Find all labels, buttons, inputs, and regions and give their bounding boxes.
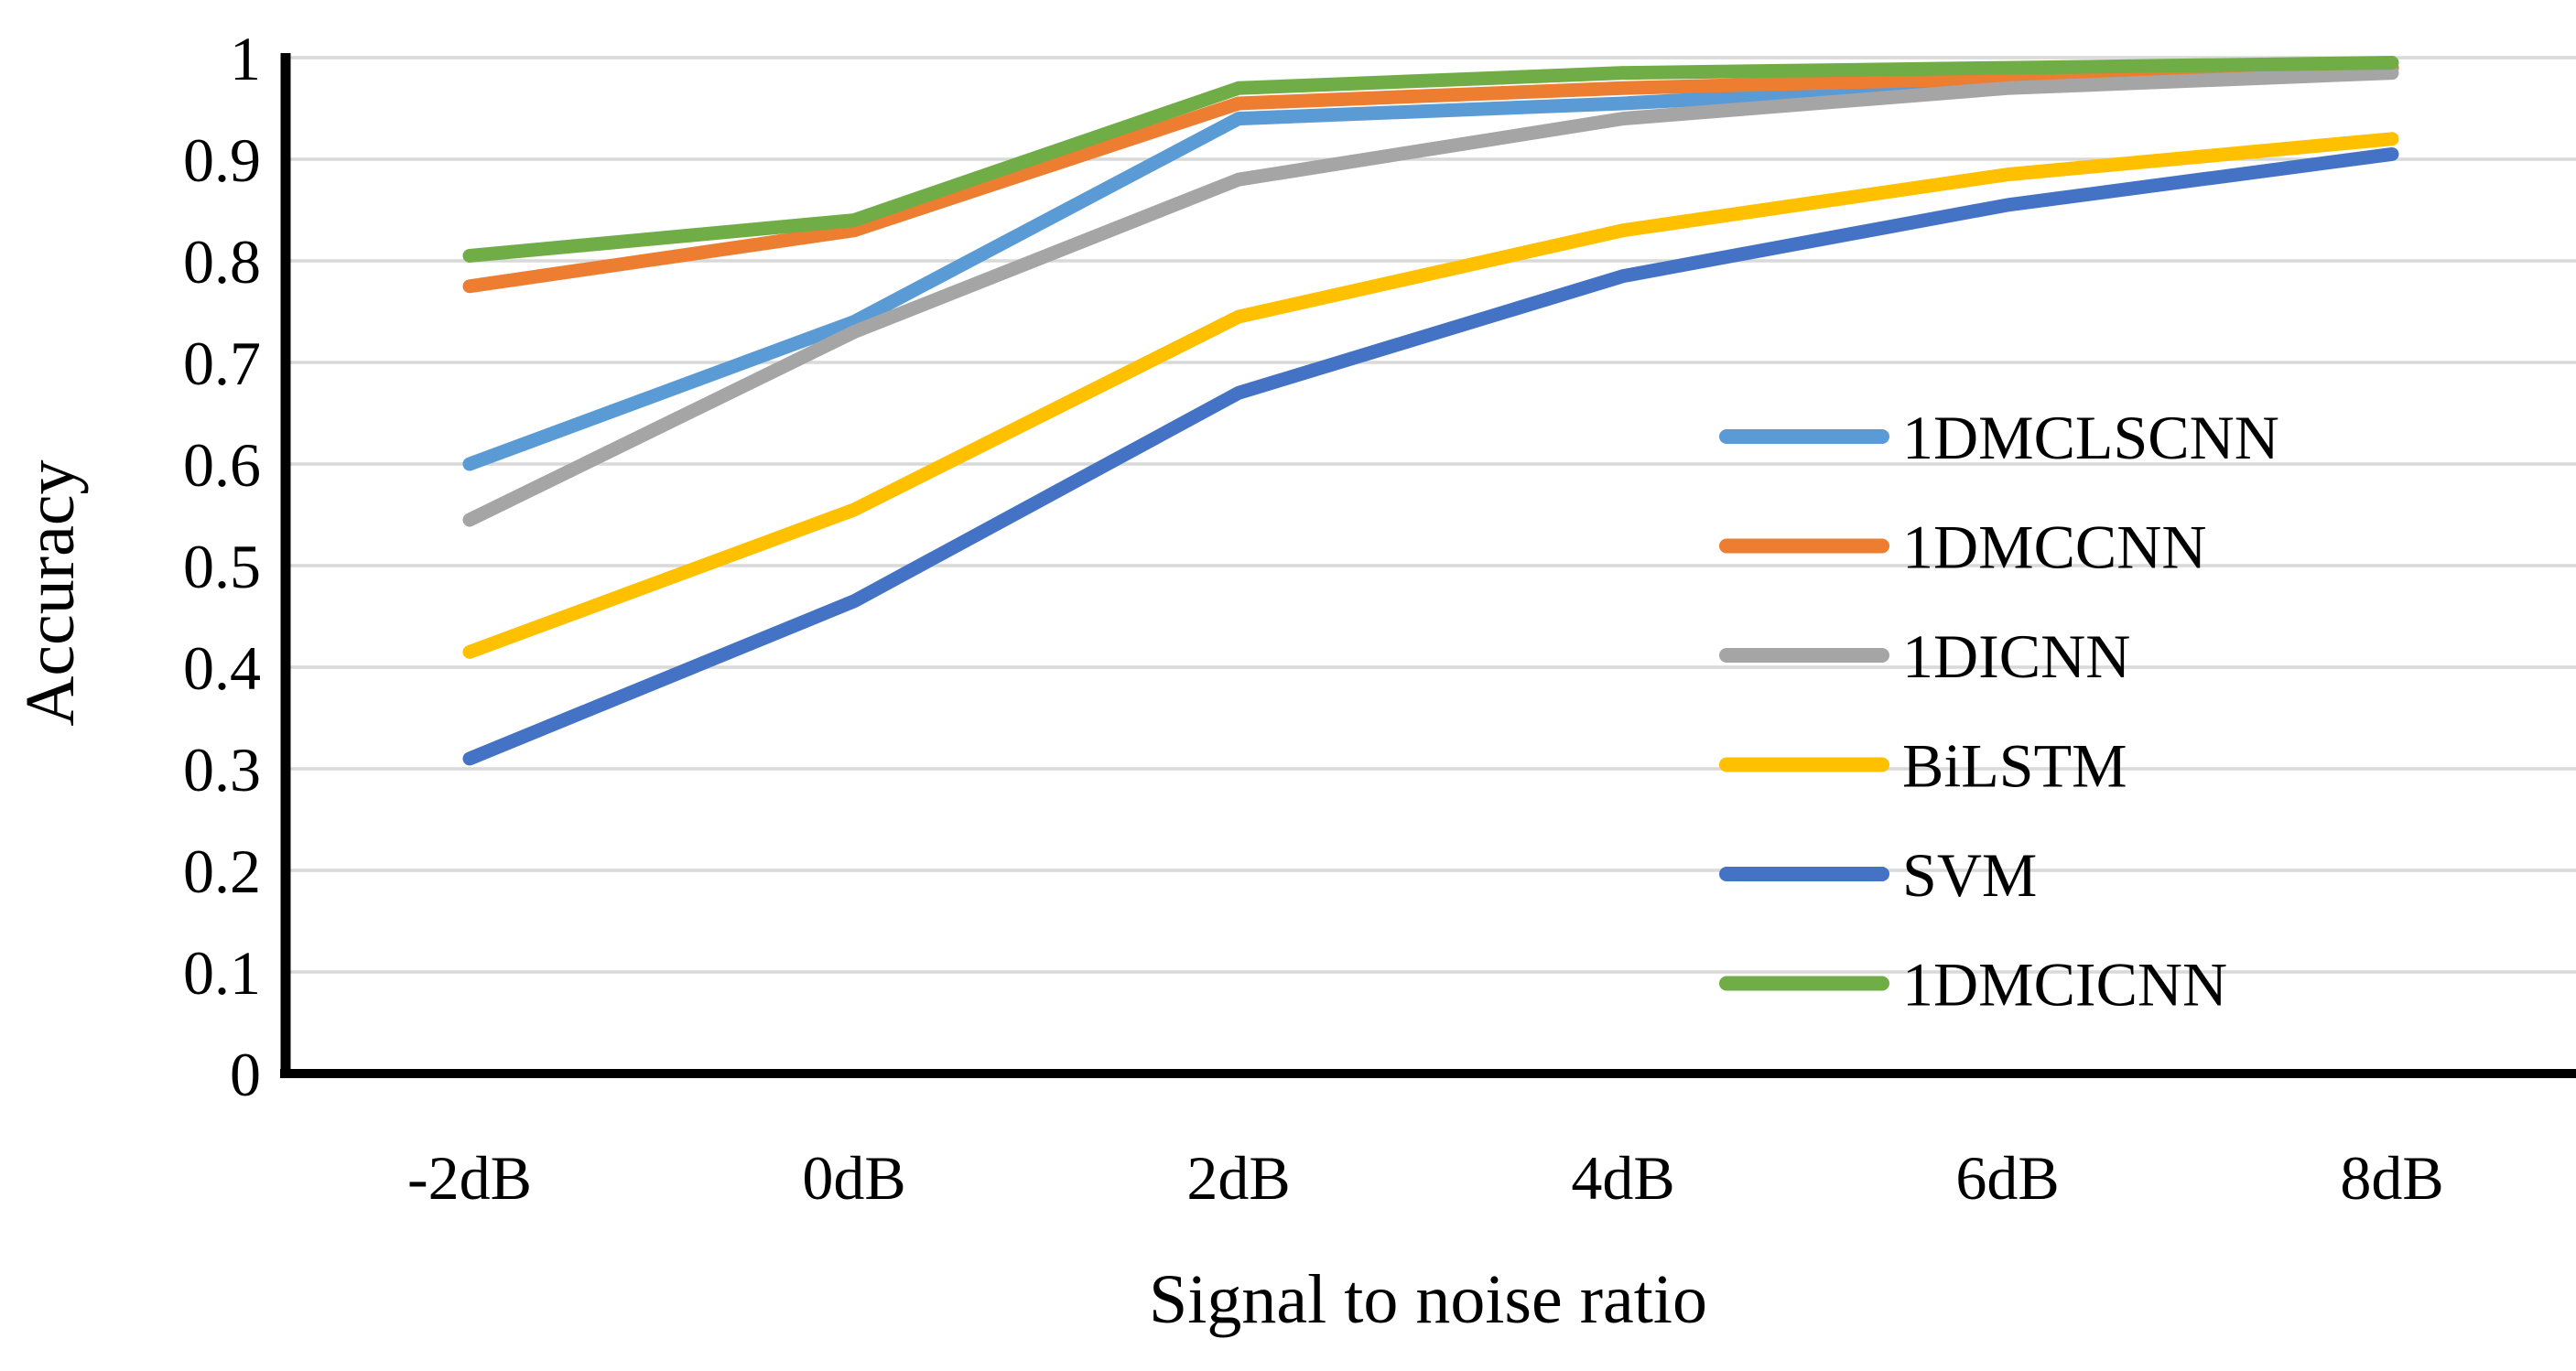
legend-label: BiLSTM — [1902, 731, 2127, 801]
y-tick-label: 0.5 — [183, 532, 261, 601]
series-line-1dmcicnn — [462, 56, 2399, 263]
x-tick-labels: -2dB 0dB 2dB 4dB 6dB 8dB — [407, 1143, 2444, 1213]
legend: 1DMCLSCNN 1DMCCNN 1DICNN BiLSTM SVM 1DMCICNN — [1719, 403, 2279, 1020]
x-tick-label: 8dB — [2340, 1143, 2443, 1213]
x-tick-label: 0dB — [802, 1143, 905, 1213]
y-tick-label: 0 — [230, 1040, 261, 1109]
legend-item-1dmcicnn: 1DMCICNN — [1719, 950, 2227, 1020]
y-tick-label: 0.4 — [183, 633, 261, 703]
series-line-1dmccnn — [462, 60, 2399, 294]
gridlines — [286, 56, 2576, 974]
y-tick-label: 1 — [230, 24, 261, 93]
y-tick-label: 0.9 — [183, 125, 261, 195]
series-line-bilstm — [462, 132, 2399, 659]
legend-label: 1DMCLSCNN — [1902, 403, 2279, 472]
x-tick-label: 6dB — [1955, 1143, 2059, 1213]
y-tick-label: 0.6 — [183, 430, 261, 500]
x-tick-label: 2dB — [1186, 1143, 1290, 1213]
series-line-svm — [462, 146, 2399, 766]
y-tick-label: 0.2 — [183, 837, 261, 906]
series-line-1dicnn — [462, 66, 2399, 527]
legend-item-1dmccnn: 1DMCCNN — [1719, 513, 2207, 582]
legend-item-svm: SVM — [1719, 840, 2037, 910]
y-tick-label: 0.7 — [183, 329, 261, 398]
x-tick-label: -2dB — [407, 1143, 532, 1213]
y-tick-labels: 0 0.1 0.2 0.3 0.4 0.5 0.6 0.7 0.8 0.9 1 — [183, 24, 261, 1109]
y-axis-title: Accuracy — [12, 459, 89, 726]
legend-item-1dicnn: 1DICNN — [1719, 621, 2130, 691]
legend-label: 1DMCCNN — [1902, 513, 2207, 582]
legend-label: 1DICNN — [1902, 621, 2130, 691]
y-tick-label: 0.3 — [183, 735, 261, 804]
legend-label: 1DMCICNN — [1902, 950, 2227, 1020]
x-axis-title: Signal to noise ratio — [1149, 1261, 1707, 1338]
y-tick-label: 0.1 — [183, 938, 261, 1008]
legend-item-1dmclscnn: 1DMCLSCNN — [1719, 403, 2279, 472]
series-lines — [462, 56, 2399, 766]
legend-item-bilstm: BiLSTM — [1719, 731, 2127, 801]
y-tick-label: 0.8 — [183, 227, 261, 297]
legend-label: SVM — [1902, 840, 2037, 910]
x-tick-label: 4dB — [1571, 1143, 1674, 1213]
